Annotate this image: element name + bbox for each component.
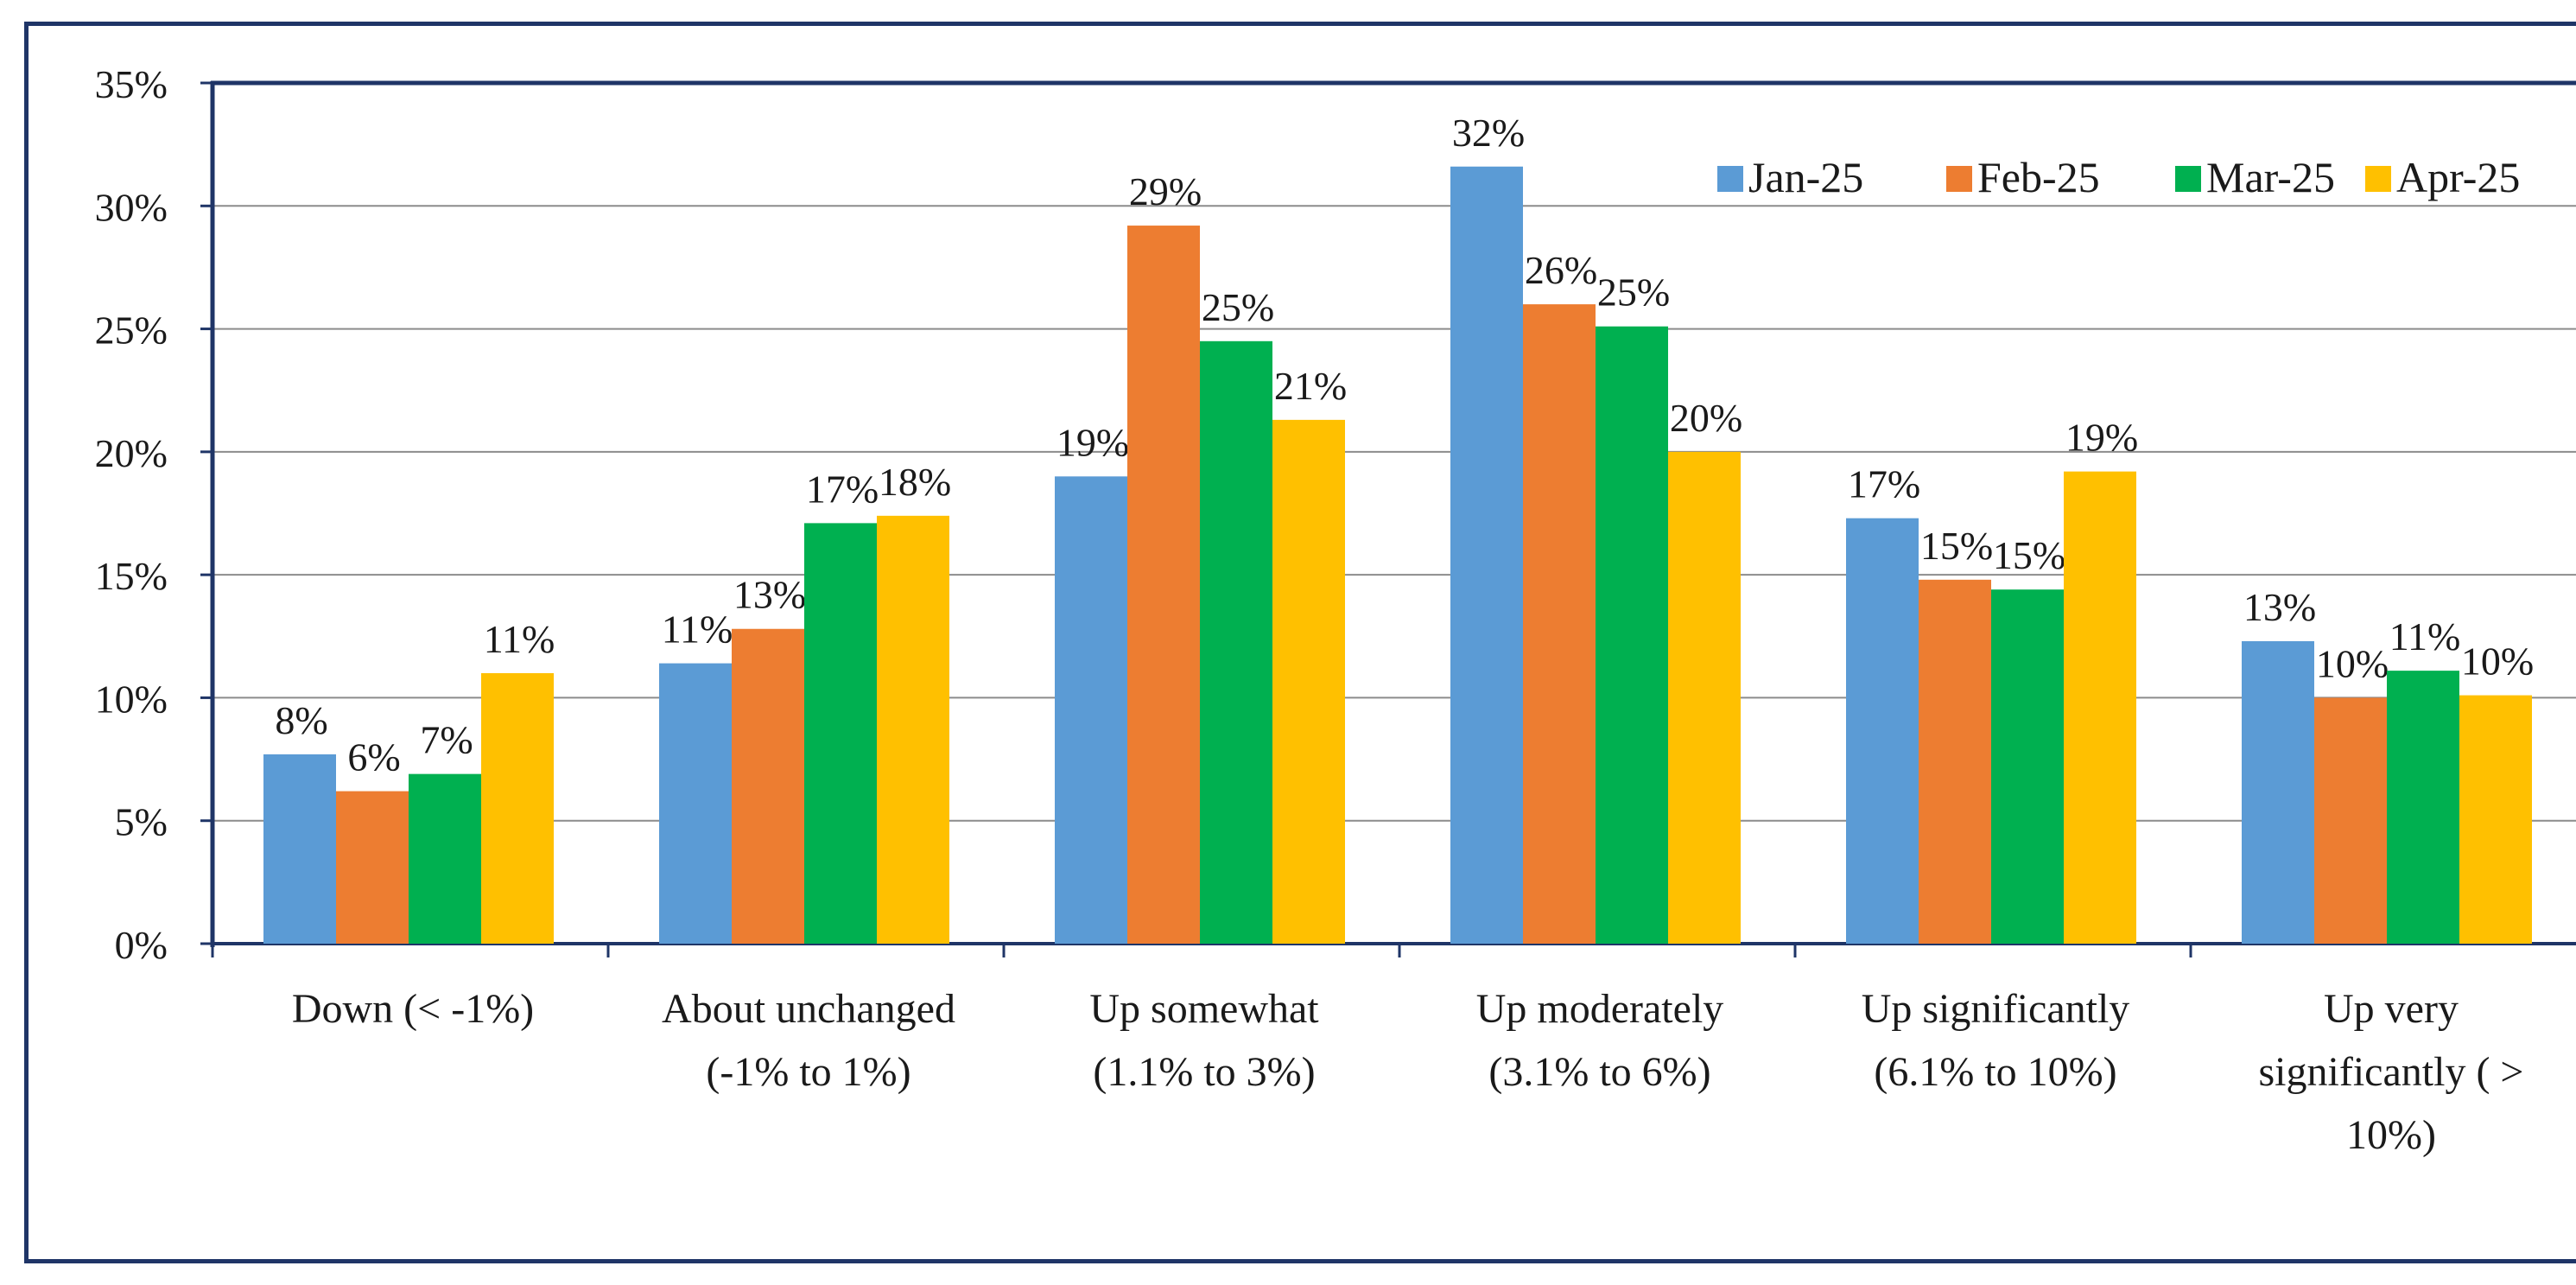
x-tick-label: (3.1% to 6%) [1488,1049,1710,1095]
y-tick-label: 20% [95,431,168,475]
data-label: 15% [1993,533,2065,577]
bar-jan-25 [659,663,732,944]
data-label: 11% [662,608,733,652]
legend-swatch [2365,166,2391,192]
bar-feb-25 [732,628,804,944]
legend-label: Mar-25 [2206,153,2335,201]
data-label: 18% [879,460,951,504]
x-tick-label: About unchanged [662,986,955,1032]
bar-apr-25 [481,672,554,944]
data-label: 17% [806,467,879,511]
x-tick-label: significantly ( > [2258,1049,2523,1095]
data-label: 19% [2065,416,2138,460]
data-label: 25% [1597,270,1670,315]
data-label: 15% [1920,524,1993,568]
bar-apr-25 [1272,419,1345,944]
data-label: 20% [1670,396,1742,440]
data-label: 10% [2461,639,2534,684]
y-tick-label: 15% [95,554,168,598]
x-tick-label: (1.1% to 3%) [1093,1049,1315,1095]
bar-jan-25 [1450,166,1523,945]
bar-jan-25 [2242,640,2314,944]
x-tick-label: (6.1% to 10%) [1874,1049,2116,1095]
data-label: 13% [2243,585,2316,629]
data-label: 11% [2389,614,2461,658]
bar-jan-25 [263,754,336,944]
bar-apr-25 [877,515,949,944]
y-tick-label: 35% [95,62,168,106]
bar-feb-25 [2314,697,2387,944]
legend-swatch [1946,166,1972,192]
legend-swatch [2175,166,2201,192]
x-tick-label: Down (< -1%) [292,986,534,1032]
data-label: 17% [1848,462,1920,506]
x-tick-label: 10%) [2346,1112,2436,1158]
data-label: 21% [1274,364,1347,408]
bar-mar-25 [1200,340,1272,944]
bar-mar-25 [1991,589,2064,944]
x-tick-label: Up very [2324,986,2459,1032]
data-label: 7% [420,718,473,762]
x-tick-label: Up significantly [1862,986,2130,1032]
y-tick-label: 10% [95,677,168,721]
y-tick-label: 30% [95,185,168,229]
data-label: 10% [2316,641,2389,685]
data-label: 11% [484,617,555,661]
data-label: 19% [1056,420,1129,464]
legend-label: Feb-25 [1977,153,2100,201]
data-label: 29% [1129,169,1202,213]
bar-apr-25 [1668,451,1741,944]
y-tick-label: 0% [115,923,168,967]
bar-feb-25 [336,791,409,944]
data-label: 13% [733,573,806,617]
legend-swatch [1717,166,1743,192]
bar-mar-25 [804,523,877,944]
legend-label: Jan-25 [1748,153,1863,201]
y-tick-label: 25% [95,309,168,353]
data-label: 25% [1202,285,1274,329]
x-tick-label: Up moderately [1476,986,1724,1032]
bar-mar-25 [409,773,481,944]
y-tick-label: 5% [115,800,168,844]
bar-feb-25 [1919,579,1991,944]
bar-mar-25 [1596,326,1668,944]
data-label: 6% [347,735,400,779]
bar-apr-25 [2459,695,2532,944]
data-label: 8% [275,698,327,742]
bar-jan-25 [1055,476,1127,944]
legend-label: Apr-25 [2396,153,2520,201]
bar-mar-25 [2387,671,2459,944]
bar-feb-25 [1523,304,1596,945]
data-label: 32% [1452,111,1525,155]
x-tick-label: Up somewhat [1089,986,1319,1032]
bar-feb-25 [1127,226,1200,945]
data-label: 26% [1525,248,1597,292]
bar-jan-25 [1846,518,1919,944]
x-tick-label: (-1% to 1%) [706,1049,910,1095]
bar-apr-25 [2064,471,2136,944]
